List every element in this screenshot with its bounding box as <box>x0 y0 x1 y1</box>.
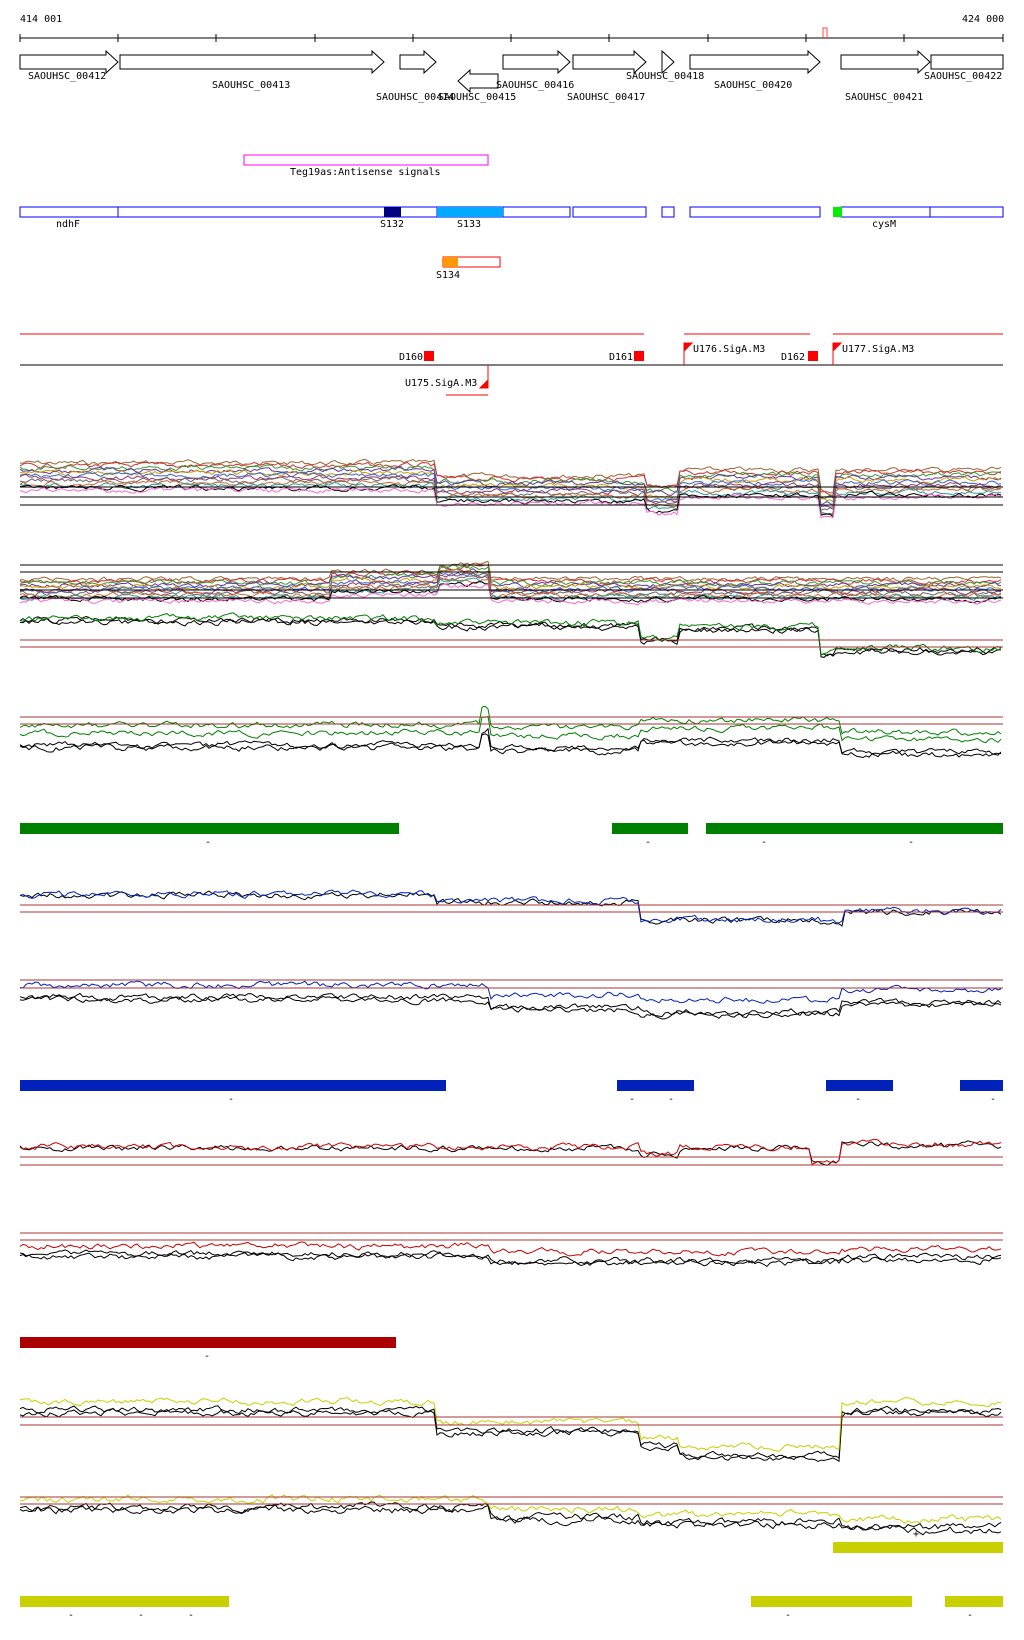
cysm-start-block[interactable] <box>833 207 842 217</box>
gene-label-00421: SAOUHSC_00421 <box>845 92 923 103</box>
expression-trace <box>19 461 1002 497</box>
segment-mark: - <box>645 837 651 848</box>
expression-trace <box>19 617 1002 657</box>
expression-trace <box>19 564 1002 587</box>
promoter-label-u176: U176.SigA.M3 <box>693 344 765 355</box>
expression-trace <box>19 715 1002 744</box>
coord-start-label: 414 001 <box>20 14 62 25</box>
expression-trace <box>19 458 1002 494</box>
s134-block[interactable] <box>443 257 458 267</box>
expression-trace <box>19 1408 1002 1463</box>
gene-label-00417: SAOUHSC_00417 <box>567 92 645 103</box>
segment-mark: - <box>629 1094 635 1105</box>
gene-arrow-00416[interactable] <box>502 49 571 75</box>
expression-trace <box>19 889 1002 924</box>
cysm-label: cysM <box>872 219 896 230</box>
expression-trace <box>19 733 1002 759</box>
promoter-track <box>20 333 1003 396</box>
antisense-label: Teg19as:Antisense signals <box>290 167 441 178</box>
segment-mark: - <box>908 837 914 848</box>
segment-mark: - <box>967 1610 973 1621</box>
gene-arrow-00415[interactable] <box>457 68 499 94</box>
s133-block[interactable] <box>437 207 503 217</box>
segment-mark: - <box>761 837 767 848</box>
expression-trace <box>19 890 1002 927</box>
promoter-label-u177: U177.SigA.M3 <box>842 344 914 355</box>
coord-end-label: 424 000 <box>962 14 1004 25</box>
expression-trace <box>19 1241 1002 1257</box>
expression-trace <box>19 1138 1002 1166</box>
gene-arrow-00421[interactable] <box>840 49 931 75</box>
segment-mark: - <box>204 1351 210 1362</box>
promoter-label-d161: D161 <box>609 352 633 363</box>
segment-mark: - <box>138 1610 144 1621</box>
expression-trace <box>19 980 1002 1004</box>
gene-label-00412: SAOUHSC_00412 <box>28 71 106 82</box>
promoter-label-d162: D162 <box>781 352 805 363</box>
gene-label-00420: SAOUHSC_00420 <box>714 80 792 91</box>
gene-arrow-00417[interactable] <box>572 49 647 75</box>
ruler <box>19 27 1004 42</box>
expression-plots <box>19 458 1003 1536</box>
expression-trace <box>19 583 1002 606</box>
gene-label-00418: SAOUHSC_00418 <box>626 71 704 82</box>
expression-trace <box>19 578 1002 599</box>
expression-trace <box>19 1396 1002 1452</box>
expression-trace <box>19 568 1002 592</box>
expression-trace <box>19 1503 1002 1536</box>
antisense-signal-box[interactable] <box>243 154 489 166</box>
segment-track-green <box>20 823 1003 834</box>
segment-mark: - <box>228 1094 234 1105</box>
gene-label-00422: SAOUHSC_00422 <box>924 71 1002 82</box>
segment-mark: - <box>990 1094 996 1105</box>
segment-mark: - <box>188 1610 194 1621</box>
segment-mark: - <box>785 1610 791 1621</box>
gene-arrow-00412[interactable] <box>19 49 119 75</box>
s134-label: S134 <box>436 270 460 281</box>
segment-mark: - <box>68 1610 74 1621</box>
expression-trace <box>19 471 1002 507</box>
gene-label-00416: SAOUHSC_00416 <box>496 80 574 91</box>
gene-arrow-00414[interactable] <box>399 49 437 75</box>
gene-arrow-00413[interactable] <box>119 49 385 75</box>
gene-arrow-00420[interactable] <box>689 49 821 75</box>
gene-label-00414: SAOUHSC_00414 <box>376 92 454 103</box>
segment-mark: - <box>205 837 211 848</box>
expression-trace <box>19 469 1002 503</box>
promoter-label-d160: D160 <box>399 352 423 363</box>
s133-label: S133 <box>457 219 481 230</box>
segment-mark: + <box>913 1529 919 1540</box>
expression-trace <box>19 1140 1002 1166</box>
segment-track-yellow <box>20 1542 1003 1607</box>
expression-trace <box>19 1501 1002 1531</box>
segment-mark: - <box>855 1094 861 1105</box>
gene-arrow-00418[interactable] <box>661 49 675 75</box>
expression-trace <box>19 568 1002 589</box>
expression-trace <box>19 481 1002 516</box>
gene-label-00413: SAOUHSC_00413 <box>212 80 290 91</box>
gene-label-00415: SAOUHSC_00415 <box>438 92 516 103</box>
promoter-label-u175: U175.SigA.M3 <box>405 378 477 389</box>
ndhf-label: ndhF <box>56 219 80 230</box>
expression-trace <box>19 577 1002 601</box>
expression-trace <box>19 1405 1002 1460</box>
gene-arrow-00422[interactable] <box>930 54 1004 70</box>
expression-trace <box>19 705 1002 736</box>
expression-trace <box>19 1249 1002 1265</box>
s132-block[interactable] <box>384 207 401 217</box>
s132-label: S132 <box>380 219 404 230</box>
expression-trace <box>19 486 1002 519</box>
segment-track-blue <box>20 1080 1003 1091</box>
expression-trace <box>19 992 1002 1018</box>
expression-trace <box>19 727 1002 756</box>
segment-track-red <box>20 1337 396 1348</box>
segment-mark: - <box>668 1094 674 1105</box>
expression-trace <box>19 995 1002 1020</box>
region-track <box>19 206 1004 218</box>
